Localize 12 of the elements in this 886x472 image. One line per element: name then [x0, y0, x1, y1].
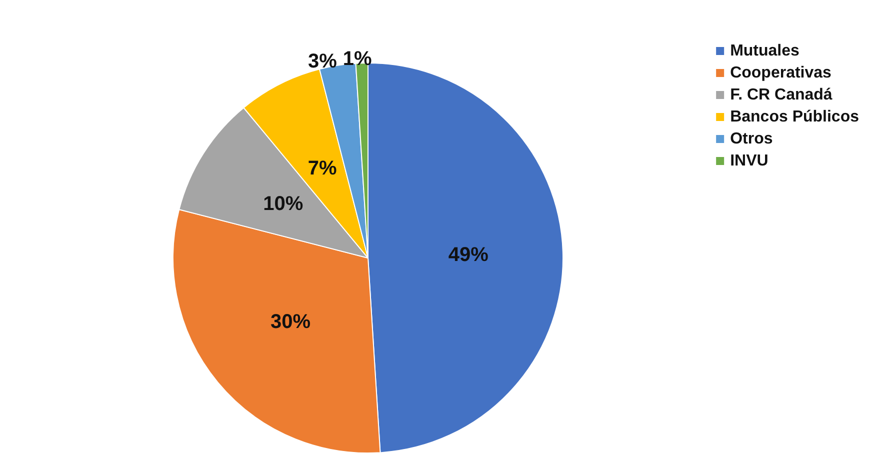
legend-label: F. CR Canadá [730, 86, 832, 104]
data-label: 7% [308, 157, 338, 180]
data-label: 30% [270, 311, 311, 334]
legend-label: Bancos Públicos [730, 108, 860, 126]
data-label: 10% [263, 193, 304, 216]
data-label: 1% [342, 48, 372, 70]
legend-label: Otros [730, 130, 773, 148]
data-label: 3% [308, 50, 338, 72]
legend-label: Cooperativas [730, 64, 832, 82]
data-label: 49% [448, 244, 489, 266]
legend-label: Mutuales [730, 42, 800, 60]
legend-label: INVU [730, 152, 768, 170]
